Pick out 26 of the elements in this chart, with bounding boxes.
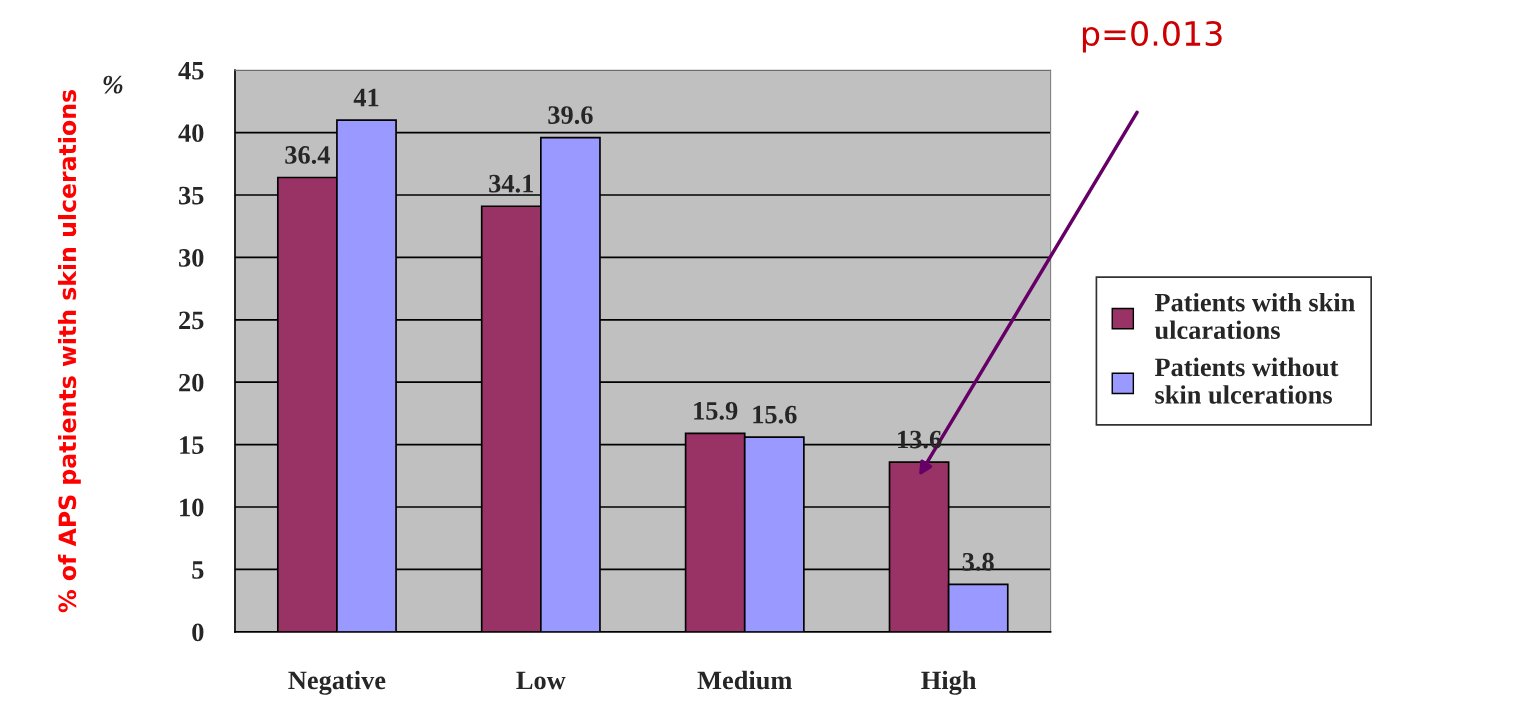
x-tick-label: Negative <box>288 670 386 695</box>
data-label: 34.1 <box>489 174 533 193</box>
data-label: 41 <box>353 88 379 107</box>
legend-label: Patients without skin ulcerations <box>1154 357 1339 404</box>
data-label: 36.4 <box>285 146 330 164</box>
data-label: 15.9 <box>694 401 738 420</box>
data-label: 39.6 <box>548 106 593 125</box>
text: p=0.013 <box>1082 20 1222 53</box>
y-tick-label: 5 <box>192 561 204 579</box>
y-tick-label: 45 <box>178 61 204 80</box>
y-tick-label: 20 <box>179 373 204 392</box>
y-axis-title: % of APS patients with skin ulcerations <box>57 90 81 613</box>
legend-label: Patients with skin ulcarations <box>1154 292 1355 340</box>
x-tick-label: High <box>921 670 977 695</box>
x-tick-label: Low <box>516 671 566 690</box>
y-tick-label: 0 <box>192 623 204 642</box>
x-tick-label: Medium <box>697 670 792 690</box>
y-tick-label: 35 <box>179 186 204 205</box>
y-tick-label: 30 <box>179 249 204 267</box>
text: % <box>103 75 123 94</box>
y-tick-label: 25 <box>179 311 204 330</box>
data-label: 15.6 <box>753 405 797 424</box>
data-label: 3.8 <box>962 552 994 571</box>
y-tick-label: 40 <box>178 124 204 143</box>
y-tick-label: 15 <box>180 436 204 455</box>
y-tick-label: 10 <box>180 498 204 517</box>
